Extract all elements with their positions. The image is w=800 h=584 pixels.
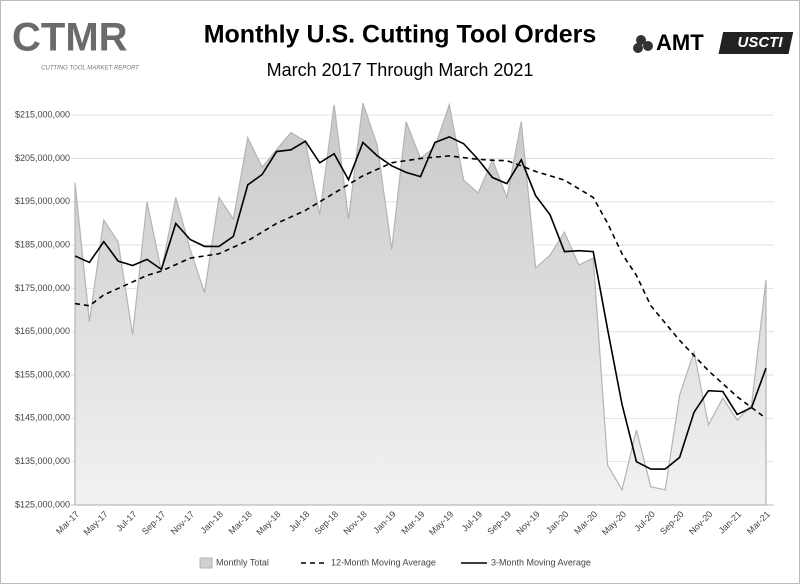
brand-tagline: CUTTING TOOL MARKET REPORT — [41, 66, 140, 72]
amt-logo: AMT — [633, 30, 704, 55]
area — [74, 102, 767, 506]
legend-label: 12-Month Moving Average — [331, 557, 436, 567]
legend-item: Monthly Total — [199, 557, 269, 569]
y-tick-label: $185,000,000 — [15, 239, 70, 249]
chart-subtitle: March 2017 Through March 2021 — [267, 60, 534, 80]
uscti-logo: USCTI — [718, 32, 794, 54]
uscti-text: USCTI — [738, 34, 784, 51]
y-tick-label: $125,000,000 — [15, 499, 70, 509]
chart-title: Monthly U.S. Cutting Tool Orders — [204, 21, 597, 49]
line — [74, 135, 767, 470]
legend-item: 12-Month Moving Average — [301, 557, 436, 567]
legend-swatch — [199, 557, 213, 569]
y-tick-label: $165,000,000 — [15, 326, 70, 336]
brand: CTMR — [12, 16, 128, 60]
y-tick-label: $205,000,000 — [15, 153, 70, 163]
line — [74, 155, 767, 420]
y-tick-label: $145,000,000 — [15, 413, 70, 423]
y-tick-label: $195,000,000 — [15, 196, 70, 206]
y-tick-label: $155,000,000 — [15, 369, 70, 379]
legend-label: Monthly Total — [216, 557, 269, 567]
y-tick-label: $135,000,000 — [15, 456, 70, 466]
y-tick-label: $175,000,000 — [15, 283, 70, 293]
amt-text: AMT — [656, 30, 704, 55]
y-tick-label: $215,000,000 — [15, 110, 70, 120]
legend-label: 3-Month Moving Average — [491, 557, 591, 567]
legend-item: 3-Month Moving Average — [461, 557, 591, 567]
